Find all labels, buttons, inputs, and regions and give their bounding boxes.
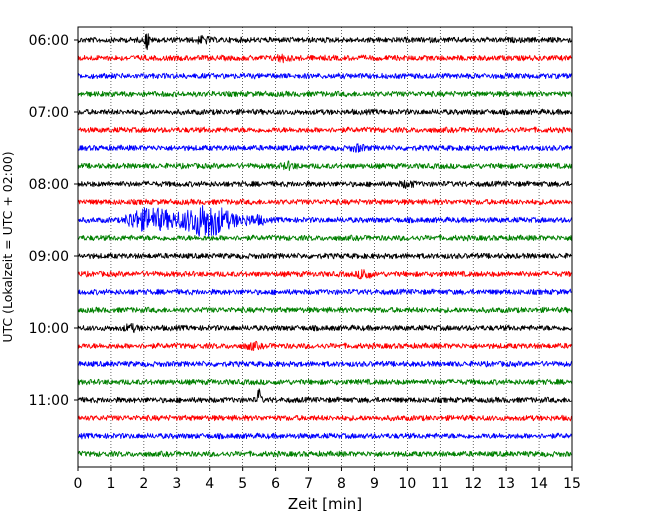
trace-row-0845: [77, 234, 573, 242]
x-tick-label: 12: [464, 476, 482, 492]
trace-row-0600: [77, 33, 573, 51]
trace-row-0700: [77, 108, 573, 116]
y-tick-label: 06:00: [29, 33, 69, 49]
trace-row-1145: [77, 450, 573, 458]
y-axis-label: UTC (Lokalzeit = UTC + 02:00): [0, 151, 15, 342]
trace-row-1030: [77, 360, 573, 368]
trace-row-1100: [77, 388, 573, 404]
y-tick-label: 08:00: [29, 177, 69, 193]
trace-row-0945: [77, 306, 573, 314]
x-tick-label: 8: [337, 476, 346, 492]
trace-row-0930: [77, 288, 573, 296]
x-tick-label: 15: [563, 476, 581, 492]
trace-row-1000: [77, 322, 573, 334]
y-axis-ticks: 06:00 07:00 08:00 09:00 10:00 11:00: [29, 33, 78, 409]
x-tick-label: 10: [398, 476, 416, 492]
trace-row-0900: [77, 252, 573, 260]
x-tick-label: 1: [106, 476, 115, 492]
x-tick-label: 11: [431, 476, 449, 492]
x-tick-label: 9: [370, 476, 379, 492]
trace-row-0815: [77, 198, 573, 206]
trace-row-0800: [77, 179, 573, 190]
trace-row-0730: [77, 143, 573, 153]
trace-row-0645: [77, 90, 573, 98]
x-tick-label: 14: [530, 476, 548, 492]
trace-row-0615: [77, 53, 573, 64]
y-tick-label: 11:00: [29, 393, 69, 409]
trace-row-1115: [77, 414, 573, 422]
x-tick-label: 6: [271, 476, 280, 492]
x-tick-label: 0: [74, 476, 83, 492]
x-tick-label: 3: [172, 476, 181, 492]
y-tick-label: 07:00: [29, 105, 69, 121]
x-axis-label: Zeit [min]: [288, 495, 362, 513]
x-tick-label: 4: [205, 476, 214, 492]
trace-row-0715: [77, 126, 572, 134]
y-tick-label: 10:00: [29, 321, 69, 337]
x-axis-ticks: 0 1 2 3 4 5 6 7 8 9 10 11 12 13 14 15: [74, 467, 581, 492]
trace-row-0745: [77, 160, 573, 172]
y-tick-label: 09:00: [29, 249, 69, 265]
trace-row-1130: [77, 432, 573, 440]
trace-row-1045: [77, 378, 573, 386]
trace-rows: [77, 33, 573, 458]
x-tick-label: 7: [304, 476, 313, 492]
trace-row-0830: [77, 205, 573, 239]
trace-row-1015: [77, 340, 573, 352]
trace-row-0915: [77, 269, 573, 280]
x-tick-label: 13: [497, 476, 515, 492]
x-tick-label: 5: [238, 476, 247, 492]
plot-frame: [77, 26, 573, 468]
trace-row-0630: [77, 72, 573, 80]
x-tick-label: 2: [139, 476, 148, 492]
vertical-grid: [110, 27, 540, 467]
